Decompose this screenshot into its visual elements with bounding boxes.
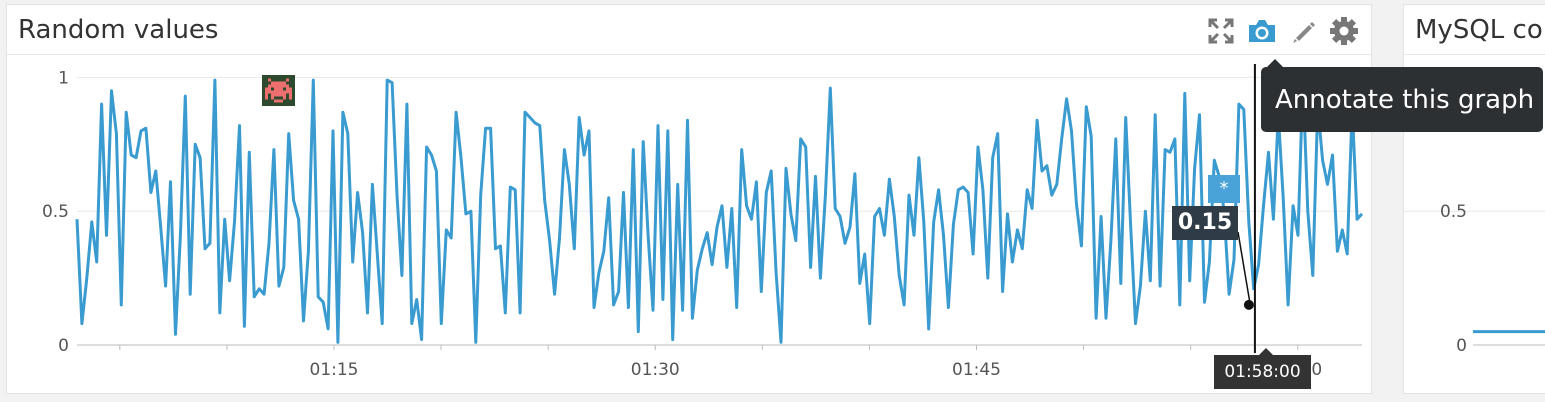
panel-header: MySQL co bbox=[1404, 5, 1545, 55]
hover-time-label: 01:58:00 bbox=[1214, 348, 1311, 389]
x-tick-label: 01:15 bbox=[310, 360, 359, 380]
pencil-icon[interactable] bbox=[1286, 15, 1320, 47]
y-tick-label: 0 bbox=[58, 336, 69, 356]
gear-icon[interactable] bbox=[1327, 15, 1361, 47]
panel-title: Random values bbox=[18, 15, 219, 45]
series-line bbox=[75, 78, 1364, 344]
camera-icon[interactable] bbox=[1245, 15, 1279, 47]
side-y-tick-label: 0.5 bbox=[1440, 202, 1467, 222]
x-tick-label: 01:45 bbox=[952, 360, 1001, 380]
hover-point bbox=[1243, 299, 1254, 310]
y-tick-label: 0.5 bbox=[42, 202, 69, 222]
hover-leader-line bbox=[1237, 231, 1251, 303]
annotate-tooltip: Annotate this graph bbox=[1261, 59, 1543, 132]
invader-icon bbox=[262, 75, 295, 106]
expand-icon[interactable] bbox=[1204, 15, 1238, 47]
x-tick-label: 01:30 bbox=[631, 360, 680, 380]
annotation-marker[interactable]: * bbox=[1208, 175, 1240, 203]
panel-header: Random values bbox=[7, 5, 1371, 55]
panel-title: MySQL co bbox=[1415, 15, 1543, 45]
hover-value-label: 0.15 bbox=[1172, 206, 1238, 240]
y-tick-label: 1 bbox=[58, 68, 69, 88]
side-y-tick-label: 0 bbox=[1456, 336, 1467, 356]
panel-toolbar bbox=[1204, 15, 1361, 47]
